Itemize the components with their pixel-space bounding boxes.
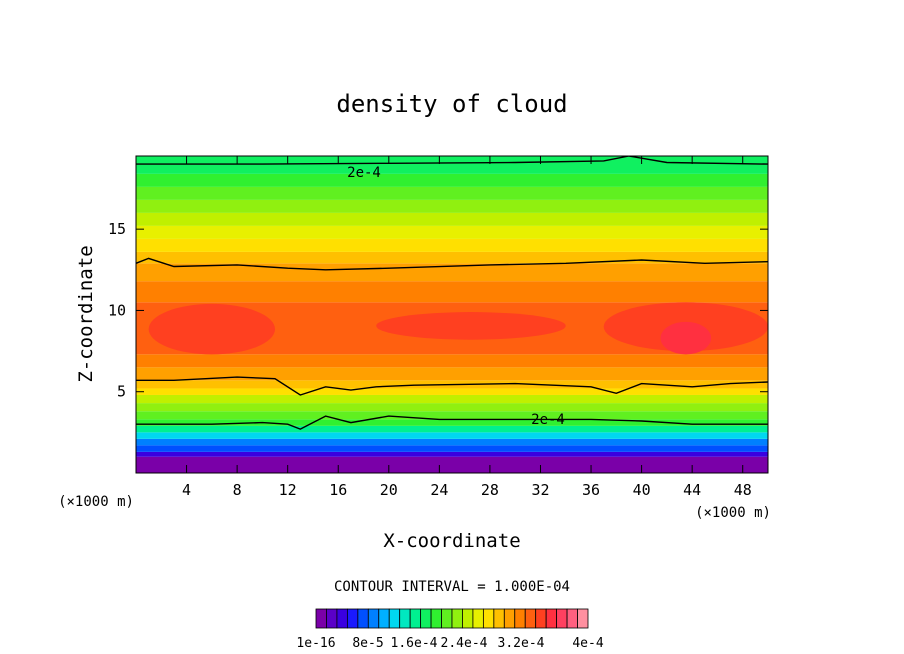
x-tick-label-11: 48 xyxy=(734,481,752,499)
colorbar-label-0: 1e-16 xyxy=(296,636,335,651)
chart-title: density of cloud xyxy=(336,90,567,118)
color-band-8 xyxy=(136,403,768,412)
y-tick-label-1: 10 xyxy=(108,301,126,319)
y-tick-label-0: 5 xyxy=(117,383,126,401)
color-band-10 xyxy=(136,388,768,395)
colorbar-swatch-5 xyxy=(367,608,380,629)
x-tick-label-3: 16 xyxy=(329,481,347,499)
y-axis-ticks: 5 10 15 xyxy=(108,220,768,401)
color-band-20 xyxy=(136,212,768,226)
colorbar-swatch-16 xyxy=(482,608,495,629)
color-band-16 xyxy=(136,263,768,282)
x-tick-label-4: 20 xyxy=(380,481,398,499)
colorbar-swatch-15 xyxy=(472,608,484,629)
colorbar-swatch-20 xyxy=(524,608,537,629)
contour-label-top: 2e-4 xyxy=(347,165,381,181)
contour-label-bottom: 2e-4 xyxy=(531,412,565,428)
color-band-3 xyxy=(136,438,768,446)
colorbar-swatch-13 xyxy=(451,608,463,629)
colorbar-label-2: 1.6e-4 xyxy=(391,636,438,651)
x-tick-label-10: 44 xyxy=(683,481,701,499)
color-band-15 xyxy=(136,281,768,303)
plot-area xyxy=(135,155,769,474)
colorbar-swatch-6 xyxy=(378,608,390,629)
color-band-5 xyxy=(136,425,768,433)
x-tick-label-5: 24 xyxy=(430,481,448,499)
color-band-4 xyxy=(136,432,768,439)
color-band-0 xyxy=(136,456,768,473)
y-axis-label: Z-coordinate xyxy=(75,245,97,382)
density-core-1 xyxy=(376,312,566,340)
x-unit-right: (×1000 m) xyxy=(695,505,771,521)
x-tick-label-0: 4 xyxy=(182,481,191,499)
colorbar-swatch-1 xyxy=(326,608,338,629)
contour-interval-text: CONTOUR INTERVAL = 1.000E-04 xyxy=(334,579,570,595)
x-tick-label-8: 36 xyxy=(582,481,600,499)
color-band-22 xyxy=(136,186,768,200)
density-core-3 xyxy=(660,321,712,355)
colorbar-swatch-3 xyxy=(346,608,359,629)
color-band-21 xyxy=(136,199,768,213)
x-tick-label-6: 28 xyxy=(481,481,499,499)
contour-line-3 xyxy=(136,415,768,430)
colorbar-swatch-22 xyxy=(545,608,558,629)
colorbar-swatch-7 xyxy=(388,608,401,629)
x-unit-left: (×1000 m) xyxy=(58,494,134,510)
colorbar-swatch-25 xyxy=(577,608,589,629)
colorbar-swatch-0 xyxy=(315,608,327,629)
contour-line-0 xyxy=(136,156,768,165)
color-band-18 xyxy=(136,238,768,252)
x-tick-label-1: 8 xyxy=(233,481,242,499)
colorbar-swatch-17 xyxy=(493,608,505,629)
y-tick-label-2: 15 xyxy=(108,220,126,238)
colorbar-label-4: 3.2e-4 xyxy=(498,636,545,651)
color-band-17 xyxy=(136,251,768,264)
x-axis-label: X-coordinate xyxy=(383,530,520,552)
color-band-23 xyxy=(136,173,768,187)
colorbar-swatch-21 xyxy=(535,608,547,629)
color-band-13 xyxy=(136,354,768,368)
colorbar-swatch-8 xyxy=(399,608,411,629)
color-band-24 xyxy=(136,156,768,174)
colorbar-label-3: 2.4e-4 xyxy=(441,636,488,651)
contour-line-2 xyxy=(136,376,768,396)
color-band-2 xyxy=(136,445,768,452)
colorbar-label-5: 4e-4 xyxy=(572,636,603,651)
color-band-6 xyxy=(136,419,768,426)
density-core-0 xyxy=(148,303,276,355)
x-tick-label-7: 32 xyxy=(531,481,549,499)
colorbar xyxy=(315,608,589,629)
contour-line-1 xyxy=(136,257,768,271)
colorbar-swatch-9 xyxy=(409,608,422,629)
colorbar-swatch-23 xyxy=(556,608,568,629)
colorbar-swatch-19 xyxy=(514,608,526,629)
colorbar-swatch-10 xyxy=(420,608,432,629)
plot-frame xyxy=(135,155,769,474)
x-axis-ticks: 4 8 12 16 20 24 28 32 36 40 44 48 xyxy=(182,156,752,499)
color-band-7 xyxy=(136,411,768,420)
colorbar-swatch-24 xyxy=(566,608,578,629)
colorbar-swatch-12 xyxy=(441,608,453,629)
x-tick-label-9: 40 xyxy=(633,481,651,499)
color-band-19 xyxy=(136,225,768,239)
colorbar-swatch-18 xyxy=(503,608,516,629)
x-tick-label-2: 12 xyxy=(279,481,297,499)
colorbar-swatch-11 xyxy=(430,608,442,629)
color-band-1 xyxy=(136,451,768,457)
color-band-9 xyxy=(136,394,768,404)
colorbar-swatch-2 xyxy=(336,608,348,629)
color-band-12 xyxy=(136,367,768,381)
colorbar-swatch-14 xyxy=(462,608,474,629)
colorbar-labels: 1e-16 8e-5 1.6e-4 2.4e-4 3.2e-4 4e-4 xyxy=(296,636,603,651)
colorbar-swatch-4 xyxy=(357,608,369,629)
colorbar-label-1: 8e-5 xyxy=(352,636,383,651)
